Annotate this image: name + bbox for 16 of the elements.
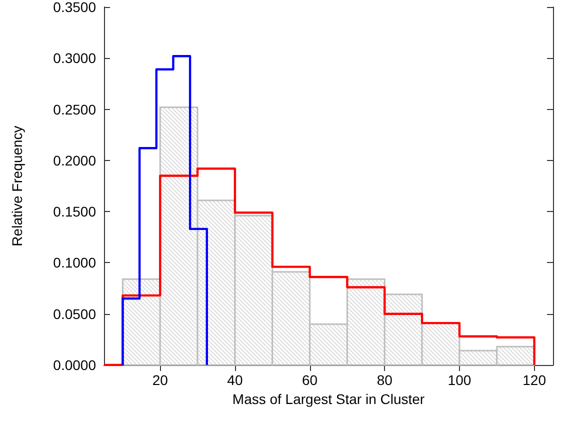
y-tick-label: 0.3000 <box>53 50 96 66</box>
y-tick-label: 0.1000 <box>53 254 96 271</box>
y-tick-label: 0.1500 <box>53 204 96 220</box>
y-tick-label: 0.0000 <box>53 357 96 373</box>
y-tick-label: 0.2500 <box>53 101 96 118</box>
y-tick-label: 0.2000 <box>53 152 96 168</box>
x-tick-label: 120 <box>522 372 546 388</box>
x-tick-label: 40 <box>227 372 243 388</box>
y-tick-label: 0.0500 <box>53 306 96 322</box>
x-tick-label: 80 <box>376 372 393 388</box>
x-tick-label: 60 <box>302 372 318 388</box>
x-tick-label: 100 <box>448 372 472 388</box>
y-tick-label: 0.3500 <box>53 0 96 15</box>
x-tick-label: 20 <box>152 372 168 388</box>
x-axis-title: Mass of Largest Star in Cluster <box>232 390 425 407</box>
y-axis-title: Relative Frequency <box>9 126 25 246</box>
